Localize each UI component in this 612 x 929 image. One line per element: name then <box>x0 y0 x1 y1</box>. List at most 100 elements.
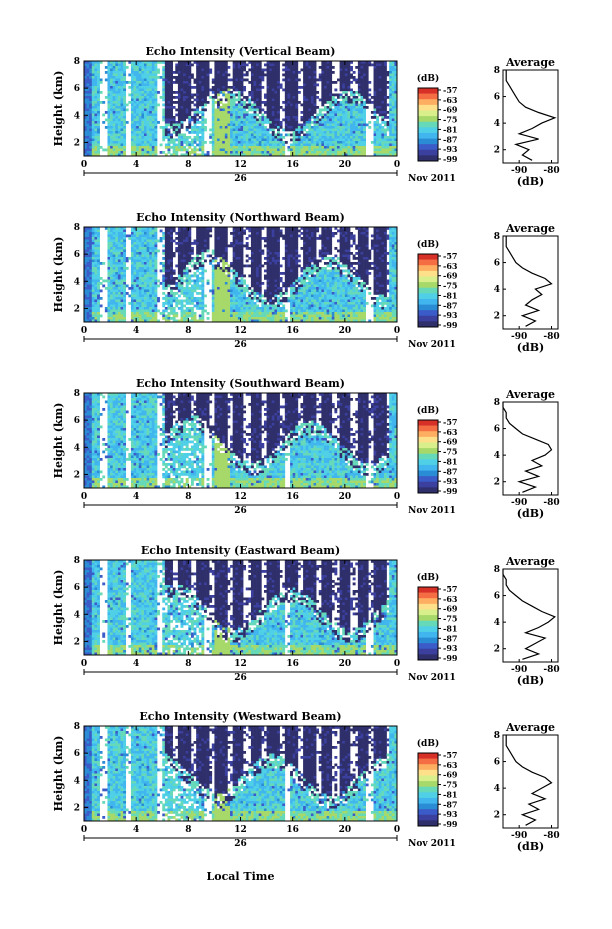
heatmap-cell <box>198 143 202 147</box>
heatmap-cell <box>313 133 317 137</box>
heatmap-cell <box>183 262 187 265</box>
heatmap-cell <box>117 294 121 298</box>
heatmap-cell <box>107 71 111 74</box>
heatmap-cell <box>381 151 385 154</box>
heatmap-cell <box>185 143 189 147</box>
heatmap-cell <box>235 81 239 84</box>
heatmap-cell <box>154 277 158 280</box>
heatmap-cell <box>201 133 205 137</box>
heatmap-cell <box>107 143 111 147</box>
heatmap-cell <box>107 277 111 280</box>
heatmap-cell <box>97 103 100 107</box>
heatmap-cell <box>167 116 171 119</box>
heatmap-cell <box>188 81 192 84</box>
heatmap-cell <box>120 292 124 295</box>
heatmap-cell <box>97 287 100 290</box>
heatmap-cell <box>130 309 134 313</box>
heatmap-cell <box>172 277 176 280</box>
heatmap-cell <box>157 68 160 72</box>
heatmap-cell <box>360 101 364 104</box>
heatmap-cell <box>224 146 228 149</box>
heatmap-cell <box>89 78 93 82</box>
heatmap-cell <box>347 146 351 149</box>
heatmap-cell <box>146 264 150 268</box>
heatmap-cell <box>350 101 353 104</box>
heatmap-cell <box>107 269 111 273</box>
heatmap-cell <box>308 66 312 69</box>
heatmap-cell <box>258 133 262 137</box>
heatmap-cell <box>237 108 241 112</box>
heatmap-cell <box>130 61 134 64</box>
heatmap-cell <box>287 116 291 119</box>
heatmap-cell <box>339 101 343 104</box>
heatmap-cell <box>91 282 95 285</box>
heatmap-cell <box>180 153 184 157</box>
heatmap-cell <box>337 123 340 127</box>
heatmap-cell <box>97 309 100 313</box>
heatmap-cell <box>84 118 87 122</box>
heatmap-cell <box>277 136 280 139</box>
heatmap-cell <box>143 88 147 92</box>
heatmap-cell <box>110 71 113 74</box>
heatmap-cell <box>258 88 262 92</box>
heatmap-cell <box>151 126 155 129</box>
heatmap-cell <box>120 227 124 230</box>
heatmap-cell <box>368 126 372 129</box>
heatmap-cell <box>112 287 116 290</box>
heatmap-cell <box>245 98 249 102</box>
heatmap-cell <box>277 143 280 147</box>
heatmap-cell <box>170 274 173 278</box>
heatmap-cell <box>350 61 353 64</box>
heatmap-cell <box>344 118 348 122</box>
heatmap-cell <box>123 68 127 72</box>
heatmap-cell <box>117 249 121 253</box>
heatmap-cell <box>151 307 155 310</box>
heatmap-cell <box>347 141 351 144</box>
heatmap-cell <box>217 81 220 84</box>
heatmap-cell <box>378 76 382 79</box>
heatmap-cell <box>389 136 393 139</box>
heatmap-cell <box>347 61 351 64</box>
heatmap-cell <box>313 86 317 89</box>
heatmap-cell <box>227 108 231 112</box>
heatmap-cell <box>164 91 168 94</box>
heatmap-cell <box>89 312 93 315</box>
heatmap-cell <box>151 71 155 74</box>
heatmap-cell <box>120 93 124 97</box>
heatmap-cell <box>170 292 173 295</box>
heatmap-cell <box>170 73 173 77</box>
heatmap-cell <box>277 63 280 67</box>
heatmap-cell <box>188 76 192 79</box>
heatmap-cell <box>143 91 147 94</box>
heatmap-cell <box>266 153 270 157</box>
heatmap-cell <box>170 133 173 137</box>
heatmap-cell <box>133 317 137 320</box>
heatmap-cell <box>136 71 140 74</box>
heatmap-cell <box>130 76 134 79</box>
heatmap-cell <box>151 153 155 157</box>
heatmap-cell <box>138 128 142 132</box>
heatmap-cell <box>389 63 393 67</box>
heatmap-cell <box>211 153 215 157</box>
heatmap-cell <box>253 118 257 122</box>
heatmap-cell <box>120 239 124 243</box>
heatmap-cell <box>391 123 395 127</box>
heatmap-cell <box>157 309 160 313</box>
heatmap-cell <box>365 66 369 69</box>
heatmap-cell <box>316 153 320 157</box>
heatmap-cell <box>177 106 181 109</box>
heatmap-cell <box>253 126 257 129</box>
heatmap-cell <box>373 88 377 92</box>
heatmap-cell <box>123 297 127 300</box>
heatmap-cell <box>196 81 200 84</box>
heatmap-cell <box>321 123 325 127</box>
heatmap-cell <box>258 126 262 129</box>
heatmap-cell <box>177 66 181 69</box>
heatmap-cell <box>211 101 215 104</box>
heatmap-cell <box>352 126 356 129</box>
heatmap-cell <box>240 91 244 94</box>
heatmap-cell <box>373 86 377 89</box>
heatmap-cell <box>326 66 330 69</box>
heatmap-cell <box>141 282 145 285</box>
heatmap-cell <box>175 96 179 99</box>
